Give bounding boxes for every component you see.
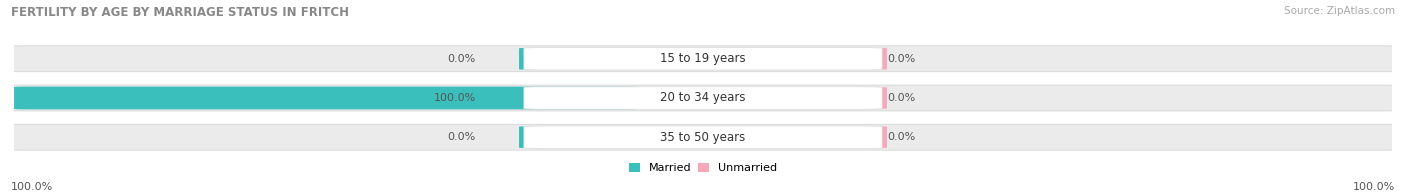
Text: 100.0%: 100.0% bbox=[433, 93, 475, 103]
Text: 100.0%: 100.0% bbox=[1353, 182, 1395, 192]
Text: 0.0%: 0.0% bbox=[887, 54, 915, 64]
Text: 0.0%: 0.0% bbox=[887, 132, 915, 142]
FancyBboxPatch shape bbox=[811, 48, 887, 70]
FancyBboxPatch shape bbox=[0, 85, 1406, 111]
FancyBboxPatch shape bbox=[524, 87, 882, 109]
FancyBboxPatch shape bbox=[519, 87, 595, 109]
Legend: Married, Unmarried: Married, Unmarried bbox=[624, 158, 782, 178]
Text: 0.0%: 0.0% bbox=[447, 132, 475, 142]
Text: 20 to 34 years: 20 to 34 years bbox=[661, 92, 745, 104]
FancyBboxPatch shape bbox=[519, 48, 595, 70]
FancyBboxPatch shape bbox=[0, 46, 1406, 72]
Text: 0.0%: 0.0% bbox=[887, 93, 915, 103]
Text: FERTILITY BY AGE BY MARRIAGE STATUS IN FRITCH: FERTILITY BY AGE BY MARRIAGE STATUS IN F… bbox=[11, 6, 349, 19]
FancyBboxPatch shape bbox=[811, 126, 887, 148]
FancyBboxPatch shape bbox=[524, 48, 882, 70]
FancyBboxPatch shape bbox=[0, 124, 1406, 150]
FancyBboxPatch shape bbox=[524, 126, 882, 148]
Text: Source: ZipAtlas.com: Source: ZipAtlas.com bbox=[1284, 6, 1395, 16]
FancyBboxPatch shape bbox=[519, 126, 595, 148]
Text: 35 to 50 years: 35 to 50 years bbox=[661, 131, 745, 144]
Text: 0.0%: 0.0% bbox=[447, 54, 475, 64]
FancyBboxPatch shape bbox=[811, 87, 887, 109]
Text: 100.0%: 100.0% bbox=[11, 182, 53, 192]
FancyBboxPatch shape bbox=[14, 87, 637, 109]
Text: 15 to 19 years: 15 to 19 years bbox=[661, 52, 745, 65]
